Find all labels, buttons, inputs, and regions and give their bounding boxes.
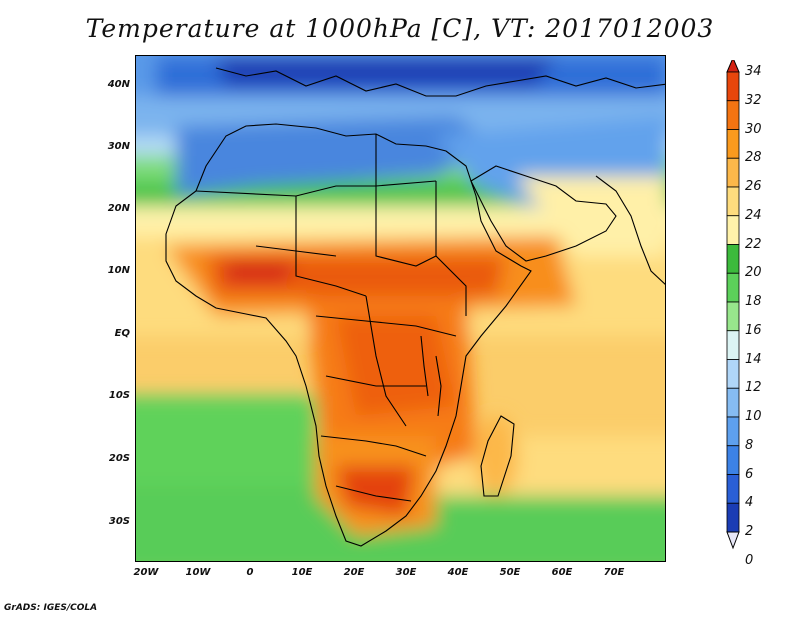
temperature-map [135,55,666,562]
lon-label-20e: 20E [343,567,365,578]
colorbar-label: 6 [745,466,754,482]
colorbar [726,60,740,550]
colorbar-label: 30 [745,121,762,137]
colorbar-swatch [726,272,740,303]
colorbar-label: 16 [745,322,762,338]
lon-label-10w: 10W [185,567,211,578]
colorbar-swatch [726,71,740,102]
lat-label-eq: EQ [114,328,130,339]
colorbar-label: 4 [745,495,754,511]
colorbar-label: 24 [745,207,762,223]
lat-label-40n: 40N [107,79,130,90]
colorbar-label: 34 [745,64,762,79]
lat-label-20s: 20S [108,453,130,464]
colorbar-swatch [726,416,740,447]
colorbar-label: 10 [745,409,762,424]
colorbar-swatch [726,244,740,274]
lon-label-20w: 20W [133,567,159,578]
lat-label-10s: 10S [108,390,130,401]
colorbar-swatch [726,502,740,533]
colorbar-swatch [726,359,740,389]
footer-credit: GrADS: IGES/COLA [4,603,98,613]
colorbar-label: 18 [745,294,762,309]
colorbar-swatch [726,445,740,475]
colorbar-label: 2 [745,524,754,539]
lon-label-0: 0 [246,567,254,578]
temperature-field [136,56,665,561]
lon-label-40e: 40E [447,567,469,578]
lon-label-30e: 30E [395,567,417,578]
colorbar-bottom-arrow [726,531,740,550]
colorbar-label: 14 [745,351,762,367]
colorbar-swatches [726,60,740,550]
colorbar-label: 28 [745,150,762,166]
colorbar-label: 26 [745,179,762,194]
lat-label-30s: 30S [108,516,130,527]
colorbar-label: 12 [745,380,762,396]
colorbar-label: 0 [745,552,754,568]
colorbar-top-arrow [726,60,740,73]
lat-label-20n: 20N [107,203,130,214]
colorbar-swatch [726,129,740,159]
colorbar-swatch [726,100,740,130]
lat-label-10n: 10N [107,265,130,276]
map-canvas [136,56,665,561]
lon-label-10e: 10E [291,567,313,578]
colorbar-swatch [726,157,740,188]
lon-label-50e: 50E [499,567,521,578]
colorbar-swatch [726,387,740,418]
colorbar-swatch [726,474,740,504]
colorbar-label: 32 [745,92,762,108]
colorbar-label: 8 [745,437,754,453]
colorbar-swatch [726,301,740,332]
colorbar-swatch [726,186,740,217]
colorbar-label: 20 [745,265,762,281]
colorbar-swatch [726,330,740,360]
lat-label-30n: 30N [107,141,130,152]
lon-label-60e: 60E [551,567,573,578]
colorbar-swatch [726,215,740,245]
lon-label-70e: 70E [603,567,625,578]
coastlines [165,67,665,547]
colorbar-label: 22 [745,236,762,252]
map-title: Temperature at 1000hPa [C], VT: 20170120… [85,14,715,43]
